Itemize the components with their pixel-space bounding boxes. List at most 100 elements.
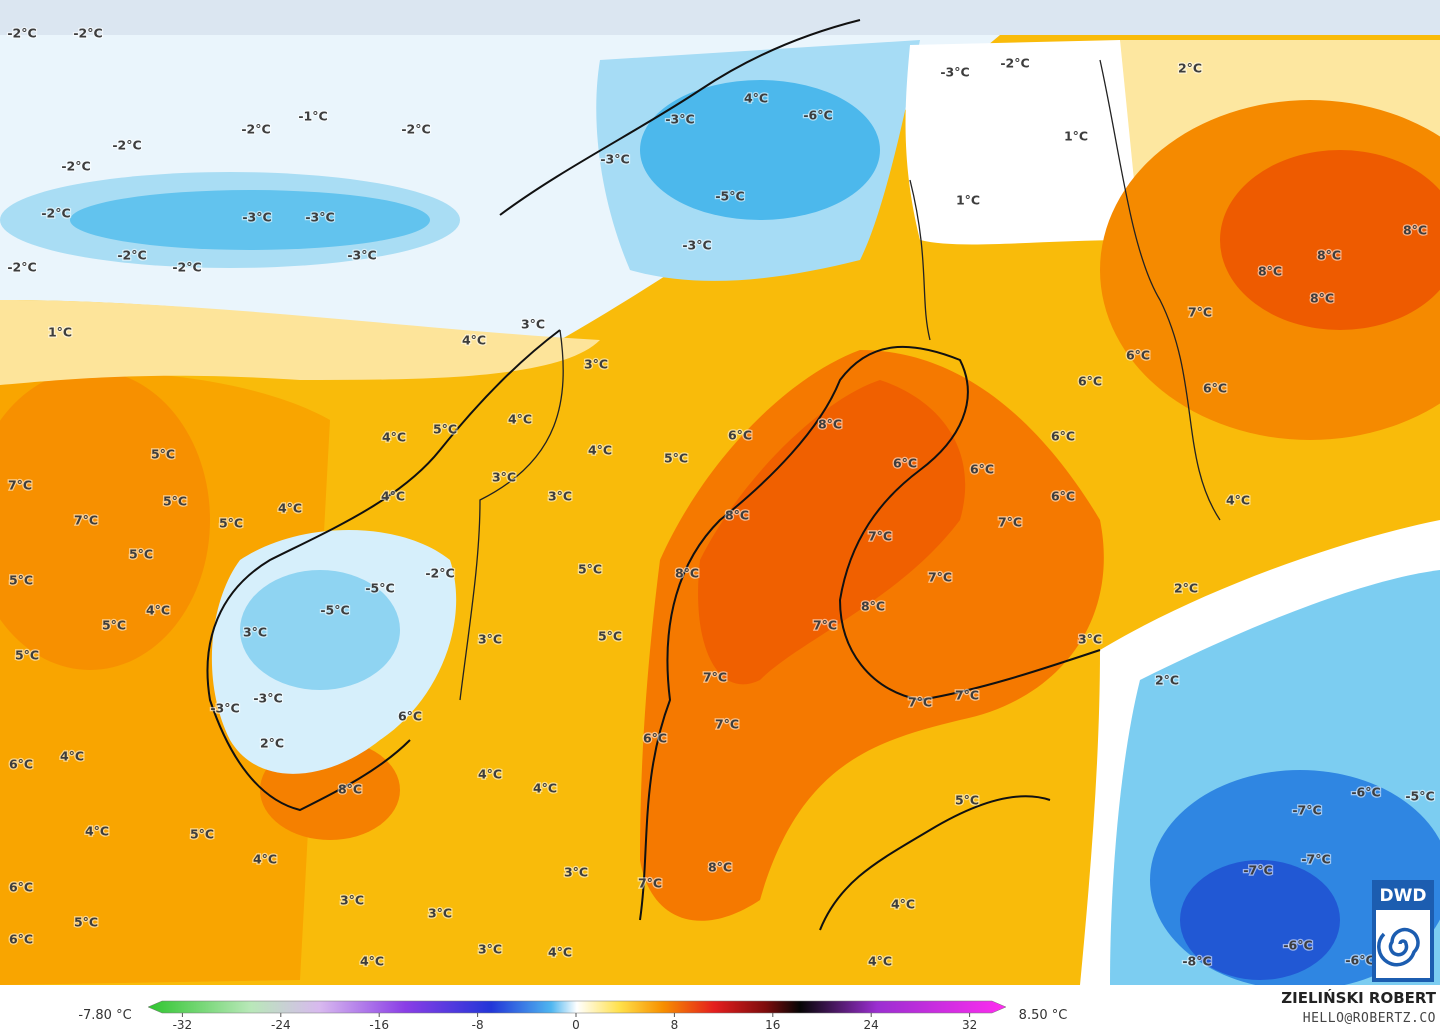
temp-label: 3°C xyxy=(243,625,267,640)
temp-label: 8°C xyxy=(1403,223,1427,238)
temp-label: 6°C xyxy=(1078,374,1102,389)
temp-label: 7°C xyxy=(8,478,32,493)
temp-label: -7°C xyxy=(1292,803,1321,818)
temp-label: 6°C xyxy=(893,456,917,471)
temp-label: 7°C xyxy=(908,695,932,710)
temp-label: 3°C xyxy=(564,865,588,880)
temp-label: 4°C xyxy=(381,489,405,504)
temp-label: 4°C xyxy=(588,443,612,458)
temp-label: 4°C xyxy=(146,603,170,618)
temp-label: 4°C xyxy=(744,91,768,106)
temp-label: -5°C xyxy=(1405,789,1434,804)
temp-label: -2°C xyxy=(61,159,90,174)
temp-label: 7°C xyxy=(998,515,1022,530)
temp-label: -2°C xyxy=(401,122,430,137)
temp-label: 4°C xyxy=(85,824,109,839)
temp-label: 3°C xyxy=(428,906,452,921)
temp-label: -6°C xyxy=(803,108,832,123)
temp-label: 5°C xyxy=(74,915,98,930)
temp-label: -3°C xyxy=(305,210,334,225)
tick-label: 32 xyxy=(962,1018,977,1032)
temp-label: 8°C xyxy=(1258,264,1282,279)
temp-label: -1°C xyxy=(298,109,327,124)
temp-label: 2°C xyxy=(260,736,284,751)
temp-label: 1°C xyxy=(1064,129,1088,144)
temp-label: 3°C xyxy=(478,942,502,957)
temp-label: 4°C xyxy=(533,781,557,796)
temp-label: -3°C xyxy=(682,238,711,253)
email: HELLO@ROBERTZ.CO xyxy=(1303,1011,1436,1026)
temp-label: -3°C xyxy=(940,65,969,80)
temp-label: -2°C xyxy=(112,138,141,153)
temp-label: 7°C xyxy=(955,688,979,703)
temp-label: 6°C xyxy=(643,731,667,746)
temp-label: -2°C xyxy=(7,260,36,275)
temp-label: 4°C xyxy=(253,852,277,867)
temp-label: 4°C xyxy=(60,749,84,764)
temp-label: -2°C xyxy=(425,566,454,581)
temp-label: -3°C xyxy=(600,152,629,167)
temp-label: 6°C xyxy=(1126,348,1150,363)
temp-label: -5°C xyxy=(715,189,744,204)
temp-label: 6°C xyxy=(970,462,994,477)
temp-label: 8°C xyxy=(1310,291,1334,306)
temp-label: -2°C xyxy=(1000,56,1029,71)
temp-label: 2°C xyxy=(1178,61,1202,76)
temp-label: 7°C xyxy=(703,670,727,685)
temp-label: -7°C xyxy=(1301,852,1330,867)
temp-label: 6°C xyxy=(728,428,752,443)
tick-label: 0 xyxy=(572,1018,580,1032)
temp-label: 5°C xyxy=(219,516,243,531)
temp-label: 4°C xyxy=(1226,493,1250,508)
temp-label: 7°C xyxy=(715,717,739,732)
legend: -7.80 °C 8.50 °C -32 -24 -16 -8 0 8 16 24 32 ZIE… xyxy=(0,985,1440,1035)
dwd-logo: DWD xyxy=(1372,880,1434,982)
temp-label: -2°C xyxy=(7,26,36,41)
temp-label: 5°C xyxy=(15,648,39,663)
temp-label: 4°C xyxy=(548,945,572,960)
temp-label: 6°C xyxy=(9,932,33,947)
tick-label: 24 xyxy=(864,1018,879,1032)
temp-label: 4°C xyxy=(891,897,915,912)
temp-label: 2°C xyxy=(1174,581,1198,596)
temp-label: 4°C xyxy=(278,501,302,516)
temp-label: -3°C xyxy=(242,210,271,225)
temp-label: 3°C xyxy=(548,489,572,504)
temp-label: 6°C xyxy=(1051,489,1075,504)
temp-label: 1°C xyxy=(48,325,72,340)
temp-label: 7°C xyxy=(928,570,952,585)
temp-label: 8°C xyxy=(861,599,885,614)
temp-label: -2°C xyxy=(73,26,102,41)
temp-label: 5°C xyxy=(102,618,126,633)
temp-label: 5°C xyxy=(955,793,979,808)
temp-label: 8°C xyxy=(708,860,732,875)
temp-label: -7°C xyxy=(1243,863,1272,878)
temp-label: 4°C xyxy=(360,954,384,969)
temp-label: 3°C xyxy=(584,357,608,372)
map-background xyxy=(0,0,1440,990)
temp-label: 8°C xyxy=(675,566,699,581)
temp-label: 5°C xyxy=(433,422,457,437)
temp-label: 4°C xyxy=(868,954,892,969)
temp-label: 3°C xyxy=(1078,632,1102,647)
temp-label: -3°C xyxy=(210,701,239,716)
temp-label: -2°C xyxy=(117,248,146,263)
legend-max: 8.50 °C xyxy=(1019,1008,1068,1023)
temp-label: 7°C xyxy=(638,876,662,891)
tick-label: -32 xyxy=(173,1018,193,1032)
tick-label: -16 xyxy=(369,1018,389,1032)
temp-label: -6°C xyxy=(1283,938,1312,953)
temp-label: 5°C xyxy=(664,451,688,466)
temp-label: 6°C xyxy=(1051,429,1075,444)
temp-label: 3°C xyxy=(492,470,516,485)
temp-label: 3°C xyxy=(521,317,545,332)
temp-label: 4°C xyxy=(508,412,532,427)
temp-label: -5°C xyxy=(320,603,349,618)
temp-label: 7°C xyxy=(1188,305,1212,320)
temp-label: 5°C xyxy=(9,573,33,588)
logo-text: DWD xyxy=(1380,886,1427,906)
temp-label: 6°C xyxy=(398,709,422,724)
temperature-labels: -2°C -2°C -1°C -2°C -2°C -2°C -2°C -2°C -3°C -3°C… xyxy=(6,24,1436,970)
coastlines xyxy=(206,19,1221,931)
temp-label: 7°C xyxy=(813,618,837,633)
